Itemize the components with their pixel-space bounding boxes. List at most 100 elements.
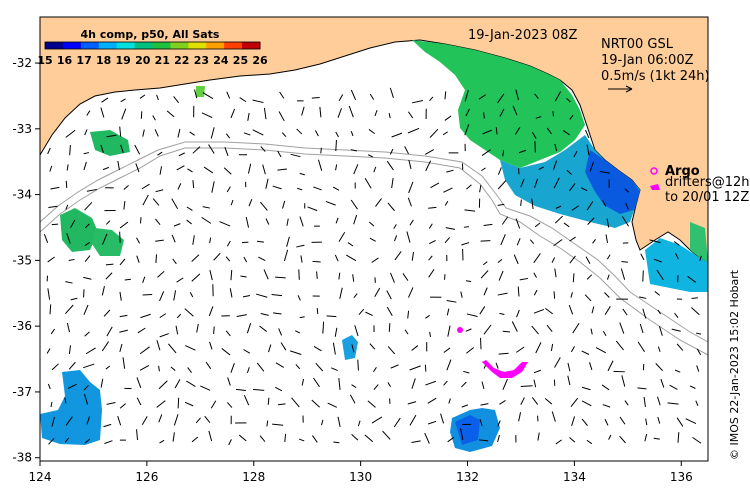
- current-vector: [443, 380, 448, 386]
- current-vector: [335, 164, 338, 171]
- current-vector: [226, 240, 231, 247]
- current-vector: [50, 186, 60, 190]
- current-vector: [411, 378, 416, 389]
- current-vector: [571, 205, 579, 211]
- current-vector: [516, 346, 525, 353]
- current-vector: [533, 289, 538, 296]
- current-vector: [119, 258, 126, 266]
- current-vector: [175, 325, 179, 335]
- current-vector: [687, 275, 696, 283]
- current-vector: [674, 312, 679, 319]
- current-vector: [393, 417, 401, 428]
- current-vector: [226, 186, 231, 193]
- current-vector: [295, 364, 301, 370]
- colorbar-swatch: [62, 42, 82, 49]
- current-vector: [655, 363, 663, 372]
- current-vector: [278, 111, 285, 122]
- current-vector: [466, 347, 475, 354]
- current-vector: [100, 107, 105, 118]
- current-vector: [189, 131, 195, 136]
- current-vector: [156, 94, 159, 101]
- current-vector: [407, 310, 410, 319]
- y-tick-label: -33: [12, 122, 32, 136]
- current-vector: [191, 436, 199, 443]
- current-vector: [311, 97, 320, 99]
- colorbar-label: 17: [76, 54, 91, 67]
- current-vector: [591, 306, 595, 314]
- current-vector: [263, 107, 267, 120]
- current-vector: [83, 276, 92, 280]
- current-vector: [373, 166, 377, 173]
- current-vector: [313, 186, 322, 191]
- x-tick-label: 130: [349, 470, 372, 484]
- current-vector: [428, 268, 435, 278]
- current-vector: [502, 330, 511, 333]
- current-vector: [173, 223, 181, 227]
- current-vector: [520, 199, 522, 206]
- colorbar-label: 23: [194, 54, 209, 67]
- current-vector: [316, 271, 318, 279]
- current-vector: [338, 232, 346, 242]
- current-vector: [159, 313, 167, 319]
- drifter-legend-line2: to 20/01 12Z: [665, 190, 749, 205]
- current-vector: [84, 129, 88, 136]
- colorbar-label: 26: [252, 54, 268, 67]
- current-vector: [51, 363, 59, 371]
- current-vector: [567, 375, 571, 386]
- current-vector: [166, 110, 175, 118]
- current-vector: [134, 144, 141, 155]
- current-vector: [692, 436, 702, 444]
- current-vector: [209, 341, 213, 350]
- current-vector: [479, 306, 486, 315]
- current-vector: [267, 397, 270, 405]
- current-vector: [442, 131, 448, 136]
- current-vector: [49, 304, 52, 315]
- current-vector: [430, 182, 440, 189]
- current-vector: [105, 220, 111, 225]
- current-vector: [642, 308, 647, 319]
- current-vector: [639, 323, 644, 334]
- current-vector: [325, 200, 336, 206]
- current-vector: [696, 348, 702, 356]
- current-vector: [256, 362, 265, 372]
- current-vector: [335, 131, 339, 138]
- current-vector: [105, 365, 111, 370]
- current-vector: [332, 342, 336, 355]
- current-vector: [428, 223, 433, 229]
- contour-shelf: [39, 147, 709, 356]
- current-vector: [604, 306, 611, 316]
- current-vector: [554, 268, 557, 278]
- current-vector: [70, 297, 78, 301]
- current-vector: [534, 178, 539, 189]
- colorbar-swatch: [242, 42, 261, 49]
- current-vector: [463, 370, 470, 374]
- current-vector: [569, 115, 574, 120]
- current-vector: [242, 294, 251, 298]
- current-vector: [223, 167, 232, 175]
- current-vector: [586, 439, 593, 445]
- current-vector: [482, 261, 488, 266]
- current-vector: [567, 362, 571, 372]
- current-vector: [307, 206, 318, 212]
- current-vector: [338, 377, 341, 390]
- y-tick-label: -32: [12, 56, 32, 70]
- current-vector: [546, 324, 553, 332]
- drifter-legend-marker: [650, 184, 660, 190]
- current-vector: [427, 397, 437, 404]
- current-vector: [51, 416, 55, 427]
- current-vector: [137, 327, 146, 334]
- colorbar-swatch: [152, 42, 171, 49]
- current-vector: [411, 440, 421, 443]
- current-vector: [350, 199, 358, 210]
- current-vector: [346, 254, 357, 262]
- sst-patch-west-green-3: [92, 228, 124, 256]
- current-vector: [239, 97, 247, 103]
- current-vector: [64, 437, 70, 443]
- current-vector: [367, 400, 376, 408]
- current-vector: [444, 91, 447, 100]
- current-vector: [407, 197, 412, 207]
- current-vector: [245, 216, 250, 228]
- current-vector: [350, 149, 358, 152]
- current-vector: [425, 160, 432, 172]
- current-vector: [247, 112, 250, 121]
